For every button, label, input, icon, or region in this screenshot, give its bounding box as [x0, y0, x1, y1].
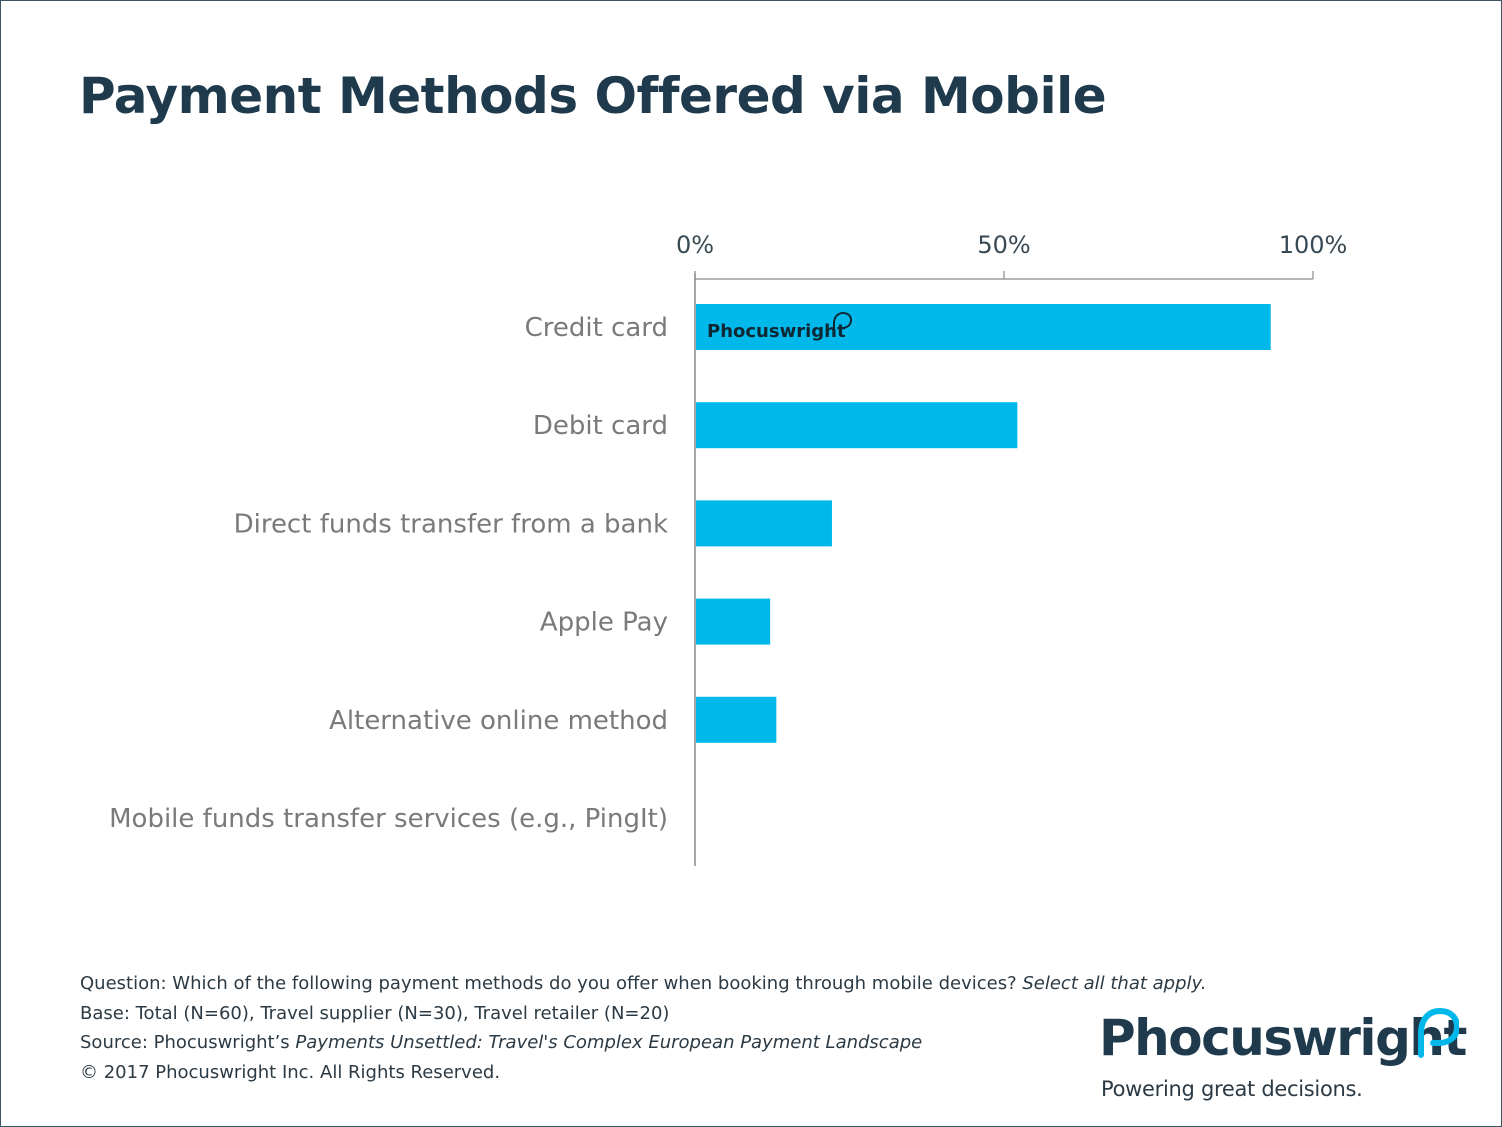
- copyright-note: © 2017 Phocuswright Inc. All Rights Rese…: [80, 1061, 501, 1083]
- bar-watermark: Phocuswright: [707, 311, 853, 342]
- x-tick-label: 0%: [676, 231, 714, 259]
- watermark-text: Phocuswright: [707, 321, 846, 342]
- x-tick-label: 50%: [977, 231, 1030, 259]
- question-note: Question: Which of the following payment…: [80, 969, 1207, 999]
- watermark-bubble-icon: [833, 311, 853, 337]
- category-label: Mobile funds transfer services (e.g., Pi…: [109, 804, 668, 834]
- question-italic: Select all that apply.: [1022, 973, 1207, 994]
- chart-title: Payment Methods Offered via Mobile: [79, 67, 1107, 125]
- bar: [696, 500, 832, 547]
- bar: [696, 304, 1271, 350]
- brand-logo: Phocuswright Powering great decisions.: [1099, 1003, 1469, 1113]
- logo-wordmark: Phocuswright: [1099, 1009, 1467, 1067]
- logo-tagline: Powering great decisions.: [1101, 1077, 1363, 1101]
- bars: [696, 304, 1271, 743]
- source-note: Source: Phocuswright’s Payments Unsettle…: [80, 1028, 1207, 1058]
- bar: [696, 402, 1018, 449]
- bar: [696, 696, 777, 743]
- bar: [696, 598, 771, 645]
- category-labels: Credit card Debit card Direct funds transf…: [109, 313, 668, 834]
- category-label: Alternative online method: [329, 706, 668, 736]
- category-label: Direct funds transfer from a bank: [234, 509, 668, 539]
- base-note: Base: Total (N=60), Travel supplier (N=3…: [80, 1002, 670, 1024]
- source-text: Source: Phocuswright’s: [80, 1032, 296, 1053]
- speech-bubble-icon: [1418, 1008, 1459, 1058]
- category-label: Credit card: [525, 313, 668, 343]
- footnotes: Question: Which of the following payment…: [80, 969, 1207, 1087]
- category-label: Apple Pay: [540, 608, 668, 638]
- bar-chart: 0% 50% 100% Credit card Debit card Direct fu…: [109, 231, 1347, 866]
- question-text: Question: Which of the following payment…: [80, 973, 1023, 994]
- category-label: Debit card: [533, 411, 668, 441]
- x-axis: 0% 50% 100%: [676, 231, 1347, 866]
- source-italic: Payments Unsettled: Travel's Complex Eur…: [295, 1032, 923, 1053]
- x-tick-label: 100%: [1279, 231, 1348, 259]
